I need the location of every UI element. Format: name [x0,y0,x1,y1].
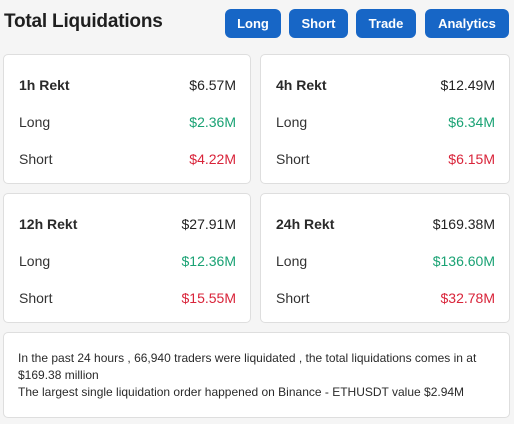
short-label: Short [19,290,53,306]
short-value: $32.78M [440,290,495,306]
long-value: $12.36M [181,253,236,269]
rekt-total-value: $169.38M [432,216,495,232]
header: Total Liquidations Long Short Trade Anal… [0,0,514,46]
rekt-total-row: 1h Rekt $6.57M [19,77,236,93]
short-button[interactable]: Short [289,9,348,38]
rekt-period-label: 12h Rekt [19,216,78,232]
rekt-total-row: 4h Rekt $12.49M [276,77,495,93]
page-title: Total Liquidations [4,11,163,32]
analytics-button[interactable]: Analytics [425,9,509,38]
card-12h-rekt: 12h Rekt $27.91M Long $12.36M Short $15.… [3,193,251,323]
long-label: Long [276,253,308,269]
long-value: $2.36M [189,114,236,130]
rekt-total-row: 12h Rekt $27.91M [19,216,236,232]
short-value: $4.22M [189,151,236,167]
card-4h-rekt: 4h Rekt $12.49M Long $6.34M Short $6.15M [260,54,510,184]
long-row: Long $12.36M [19,253,236,269]
long-label: Long [19,114,51,130]
liquidation-summary: In the past 24 hours , 66,940 traders we… [3,332,510,418]
short-row: Short $15.55M [19,290,236,306]
rekt-period-label: 24h Rekt [276,216,335,232]
rekt-period-label: 4h Rekt [276,77,327,93]
short-row: Short $6.15M [276,151,495,167]
short-value: $15.55M [181,290,236,306]
trade-button[interactable]: Trade [356,9,416,38]
long-value: $136.60M [432,253,495,269]
rekt-total-value: $12.49M [440,77,495,93]
long-value: $6.34M [448,114,495,130]
long-label: Long [276,114,308,130]
rekt-total-value: $6.57M [189,77,236,93]
rekt-total-value: $27.91M [181,216,236,232]
long-row: Long $6.34M [276,114,495,130]
rekt-period-label: 1h Rekt [19,77,70,93]
long-row: Long $136.60M [276,253,495,269]
long-button[interactable]: Long [225,9,281,38]
summary-traders-text: In the past 24 hours , 66,940 traders we… [18,351,477,382]
long-label: Long [19,253,51,269]
short-value: $6.15M [448,151,495,167]
long-row: Long $2.36M [19,114,236,130]
short-label: Short [276,290,310,306]
summary-largest-order-text: The largest single liquidation order hap… [18,385,465,399]
card-24h-rekt: 24h Rekt $169.38M Long $136.60M Short $3… [260,193,510,323]
short-label: Short [276,151,310,167]
short-row: Short $4.22M [19,151,236,167]
short-row: Short $32.78M [276,290,495,306]
card-1h-rekt: 1h Rekt $6.57M Long $2.36M Short $4.22M [3,54,251,184]
rekt-total-row: 24h Rekt $169.38M [276,216,495,232]
short-label: Short [19,151,53,167]
